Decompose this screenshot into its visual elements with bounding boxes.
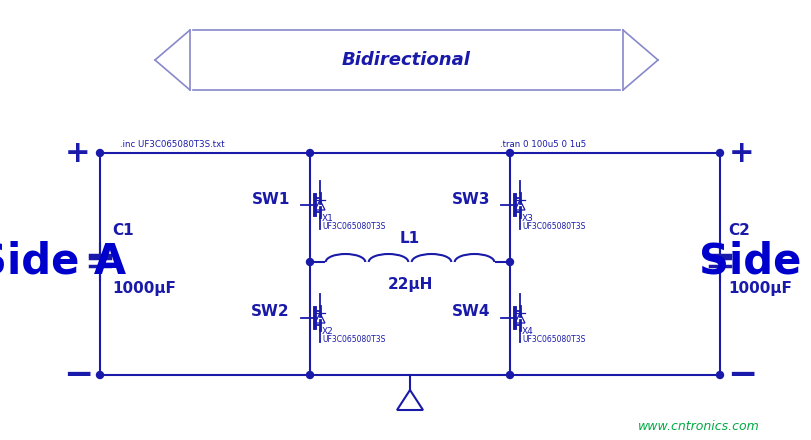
Text: UF3C065080T3S: UF3C065080T3S [322,221,385,231]
Circle shape [306,371,313,378]
Text: X1: X1 [322,213,333,223]
Circle shape [97,371,103,378]
Text: UF3C065080T3S: UF3C065080T3S [521,221,585,231]
Text: SW1: SW1 [251,191,290,206]
Text: +: + [65,139,91,168]
Circle shape [506,150,513,157]
Circle shape [506,371,513,378]
Circle shape [715,150,723,157]
Text: SW4: SW4 [451,304,489,319]
Text: −: − [726,358,756,392]
Text: X2: X2 [322,326,333,335]
Text: .inc UF3C065080T3S.txt: .inc UF3C065080T3S.txt [120,139,225,149]
Text: X3: X3 [521,213,533,223]
Text: .tran 0 100u5 0 1u5: .tran 0 100u5 0 1u5 [500,139,586,149]
Text: SW2: SW2 [251,304,290,319]
Text: 22μH: 22μH [387,276,432,291]
Text: C1: C1 [112,223,134,238]
Text: C2: C2 [727,223,749,238]
Text: Side A: Side A [0,241,127,283]
Text: Bidirectional: Bidirectional [341,51,470,69]
Text: 1000μF: 1000μF [727,281,791,296]
Text: +: + [728,139,754,168]
Circle shape [715,371,723,378]
Circle shape [506,258,513,265]
Text: X4: X4 [521,326,533,335]
Circle shape [97,150,103,157]
Text: L1: L1 [400,231,419,246]
Text: 1000μF: 1000μF [112,281,176,296]
Text: www.cntronics.com: www.cntronics.com [637,419,759,433]
Text: UF3C065080T3S: UF3C065080T3S [322,334,385,344]
Text: SW3: SW3 [451,191,489,206]
Text: Side B: Side B [697,241,811,283]
Text: UF3C065080T3S: UF3C065080T3S [521,334,585,344]
Circle shape [306,258,313,265]
Circle shape [306,150,313,157]
Text: −: − [62,358,93,392]
